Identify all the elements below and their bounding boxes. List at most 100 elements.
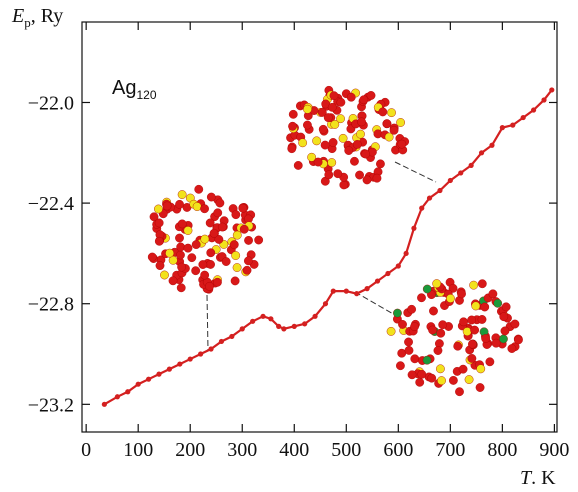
- data-point: [447, 177, 453, 184]
- cluster-atom: [165, 248, 175, 258]
- data-point: [187, 356, 193, 362]
- cluster-atom: [437, 376, 446, 386]
- cluster-atom: [176, 283, 186, 293]
- cluster-atom: [356, 129, 365, 139]
- x-tick-label: 500: [331, 439, 361, 461]
- cluster-atom: [398, 320, 407, 329]
- cluster-atom: [215, 198, 225, 208]
- cluster-atom: [287, 144, 297, 154]
- cluster-atom: [333, 169, 343, 179]
- data-point: [268, 316, 274, 322]
- cluster-atom: [320, 140, 330, 150]
- cluster-atom: [372, 173, 382, 183]
- x-tick-label: 0: [81, 439, 91, 461]
- data-point: [403, 250, 409, 257]
- cluster-atom: [177, 262, 187, 272]
- cluster-atom: [514, 335, 523, 345]
- cluster-atom: [448, 283, 458, 293]
- cluster-atom: [231, 251, 241, 260]
- cluster-atom: [355, 170, 364, 180]
- leader-line: [354, 291, 396, 316]
- cluster-atom: [192, 202, 202, 212]
- cluster-atom: [198, 260, 208, 269]
- cluster-atom: [338, 133, 348, 143]
- cluster-atom: [493, 298, 503, 308]
- cluster-atom: [459, 317, 468, 327]
- cluster-atom: [339, 180, 349, 190]
- cluster-atom: [352, 140, 362, 149]
- data-point: [478, 150, 485, 156]
- cluster-atom: [336, 114, 345, 124]
- data-point: [437, 187, 443, 194]
- cluster-atom: [239, 224, 249, 234]
- cluster-atom: [191, 240, 201, 249]
- cluster-atom: [175, 199, 184, 209]
- cluster-atom: [362, 175, 372, 185]
- cluster-atom: [357, 117, 366, 127]
- cluster-atom: [205, 281, 214, 291]
- cluster-atom: [436, 328, 446, 338]
- cluster-atom: [318, 124, 328, 134]
- cluster-atom: [376, 159, 385, 169]
- cluster-atom: [323, 113, 333, 123]
- data-line: [103, 89, 553, 406]
- data-point: [276, 323, 282, 329]
- data-point: [489, 142, 495, 148]
- data-point: [322, 301, 329, 307]
- cluster-atom: [229, 240, 239, 250]
- cluster-atom: [491, 338, 501, 348]
- data-point: [250, 318, 256, 324]
- cluster-atom: [396, 118, 405, 127]
- cluster-atom: [464, 375, 474, 384]
- cluster-atom: [298, 138, 308, 148]
- cluster-atom: [168, 276, 178, 286]
- data-point: [125, 389, 131, 395]
- cluster-atom: [221, 257, 231, 266]
- cluster-atom: [293, 161, 303, 170]
- y-tick-label: −22.8: [28, 294, 74, 316]
- cluster-atom: [217, 222, 227, 232]
- data-point: [291, 323, 297, 329]
- cluster-atom: [336, 97, 346, 107]
- data-point: [114, 394, 120, 400]
- cluster-atom: [433, 346, 443, 355]
- data-point: [177, 361, 183, 367]
- data-point: [229, 333, 235, 340]
- cluster-atom: [238, 203, 248, 213]
- cluster-atom: [500, 326, 510, 336]
- cluster-atom: [422, 284, 432, 294]
- x-axis-label: T. K: [520, 467, 556, 489]
- data-point: [541, 97, 547, 103]
- cluster-atom: [147, 252, 157, 262]
- cluster-atom: [468, 339, 477, 349]
- cluster-atom: [407, 304, 417, 314]
- cluster-atom: [407, 370, 417, 380]
- data-point: [499, 125, 505, 131]
- data-point: [135, 381, 141, 387]
- data-point: [208, 346, 214, 352]
- cluster-atom: [194, 184, 204, 194]
- cluster-atom: [242, 265, 252, 275]
- cluster-images: [147, 85, 523, 397]
- leader-lines: [206, 161, 437, 351]
- cluster-atom: [206, 248, 216, 258]
- cluster-atom: [350, 156, 359, 166]
- cluster-atom: [359, 95, 369, 105]
- cluster-atom: [404, 346, 414, 355]
- cluster-atom: [232, 230, 242, 240]
- cluster-atom: [155, 261, 165, 270]
- cluster-atom: [175, 233, 184, 243]
- data-point: [458, 170, 464, 176]
- cluster-atom: [230, 276, 240, 286]
- cluster-atom: [213, 208, 223, 218]
- cluster-atom: [209, 228, 219, 238]
- cluster-atom: [467, 315, 477, 325]
- y-tick-label: −23.2: [28, 394, 74, 416]
- cluster-atom: [327, 102, 337, 112]
- cluster-atom: [386, 326, 396, 336]
- cluster-atom: [205, 218, 215, 228]
- data-point: [198, 351, 204, 357]
- data-point: [510, 122, 516, 128]
